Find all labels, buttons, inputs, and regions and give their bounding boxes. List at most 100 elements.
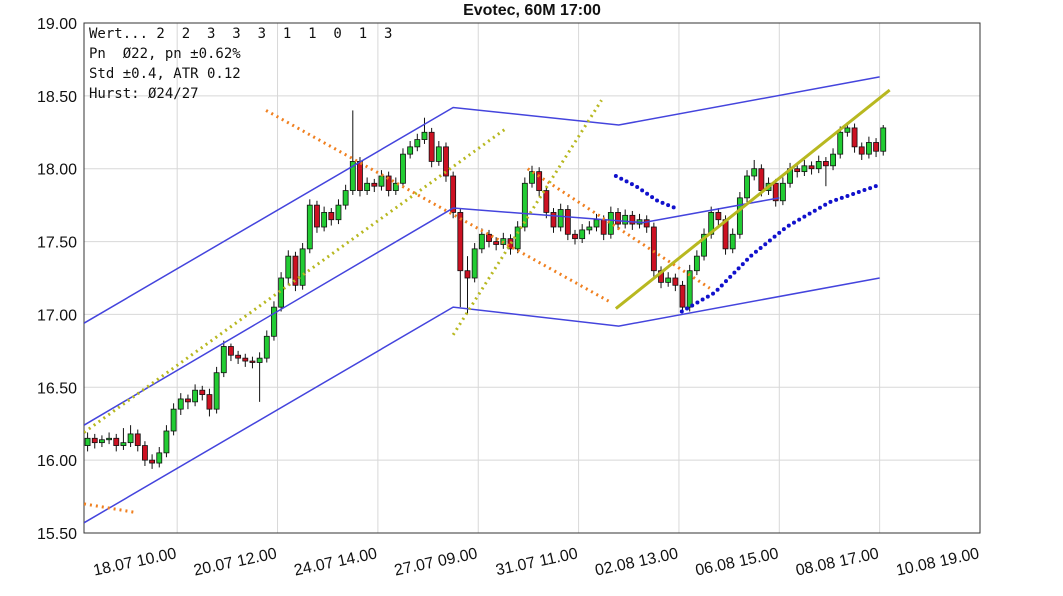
candle-body: [328, 212, 335, 221]
candle-body: [192, 389, 199, 403]
candle-body: [220, 346, 227, 374]
candle-body: [450, 175, 457, 213]
overlay-line: [679, 182, 882, 314]
overlay-line: [614, 88, 891, 310]
candle-body: [701, 233, 707, 257]
overlay-line: [526, 167, 711, 290]
candle-body: [679, 284, 686, 308]
y-tick-label: 15.50: [37, 526, 77, 543]
candle-body: [435, 146, 442, 162]
candle-body: [249, 360, 256, 363]
candle-body: [865, 142, 872, 155]
chart-title: Evotec, 60M 17:00: [463, 2, 601, 19]
info-line: Hurst: Ø24/27: [89, 86, 199, 102]
candle-body: [99, 439, 105, 444]
candle-body: [278, 277, 285, 308]
candle-body: [185, 398, 191, 403]
candle-body: [142, 445, 148, 461]
candle-body: [801, 165, 808, 173]
candle-body: [564, 209, 571, 235]
candle-body: [199, 389, 206, 395]
info-line: Wert... 2 2 3 3 3 1 1 0 1 3: [89, 26, 392, 42]
candle-body: [342, 190, 349, 206]
candle-body: [378, 175, 385, 187]
candle-body: [213, 372, 220, 410]
candle-body: [364, 182, 371, 191]
candle-body: [880, 127, 887, 152]
candle-body: [493, 241, 500, 245]
candle-body: [84, 437, 91, 446]
candle-body: [134, 433, 141, 446]
candle-body: [665, 277, 672, 283]
candle-body: [228, 346, 234, 356]
candle-body: [779, 182, 786, 202]
candle-body: [808, 165, 815, 170]
plot: [84, 76, 891, 524]
candle-body: [729, 233, 736, 250]
candle-body: [163, 430, 170, 454]
candle-body: [529, 171, 535, 184]
candle-body: [629, 214, 636, 225]
candle-body: [471, 248, 478, 279]
candle-body: [242, 357, 249, 362]
candle-body: [306, 204, 313, 250]
candle-body: [772, 182, 779, 202]
candle-body: [751, 168, 758, 177]
candle-body: [643, 219, 650, 228]
candle-body: [170, 408, 177, 432]
candle-body: [650, 226, 657, 272]
candle-body: [615, 212, 621, 225]
candle-body: [478, 233, 485, 250]
candle-body: [521, 182, 528, 228]
candle-body: [127, 433, 134, 444]
candle-body: [815, 161, 822, 170]
plot-frame: [83, 22, 981, 534]
candle-body: [235, 354, 242, 359]
candle-body: [572, 233, 578, 240]
overlay-line: [451, 99, 603, 336]
candle-body: [837, 131, 844, 155]
candle-body: [693, 255, 700, 272]
candle-body: [744, 175, 750, 199]
candle-body: [371, 182, 378, 187]
candle-body: [550, 212, 557, 228]
candle-body: [385, 175, 392, 191]
candle-body: [263, 335, 270, 359]
candle-body: [149, 459, 156, 464]
candle-body: [414, 139, 421, 148]
candle-body: [392, 182, 399, 191]
candle-body: [256, 357, 263, 363]
candle-body: [156, 452, 163, 464]
overlay-line: [84, 277, 880, 524]
candle-body: [593, 219, 600, 228]
candle-body: [607, 212, 614, 235]
candle-body: [335, 204, 342, 221]
overlay-line: [84, 197, 780, 426]
candle-body: [858, 146, 865, 155]
candle-body: [443, 146, 449, 177]
candle-body: [579, 229, 586, 240]
y-tick-label: 17.00: [37, 307, 77, 324]
candle-body: [91, 437, 98, 444]
y-tick-label: 18.50: [37, 89, 77, 106]
candle-body: [486, 233, 492, 242]
candle-body: [464, 270, 471, 279]
candle-body: [543, 190, 550, 213]
y-tick-label: 16.00: [37, 453, 77, 470]
candle-body: [428, 131, 435, 162]
candle-body: [672, 277, 679, 286]
candle-body: [622, 214, 629, 225]
y-tick-label: 18.00: [37, 162, 77, 179]
candle-body: [758, 168, 765, 191]
info-line: Pn Ø22, pn ±0.62%: [89, 46, 241, 62]
candle-body: [536, 171, 543, 191]
y-tick-label: 16.50: [37, 380, 77, 397]
candle-body: [851, 127, 858, 148]
overlay-line: [84, 76, 880, 324]
candle-body: [106, 437, 112, 441]
candle-body: [736, 197, 743, 235]
candle-body: [794, 168, 801, 173]
candle-body: [457, 212, 464, 272]
candle-body: [600, 219, 607, 235]
candle-body: [357, 161, 363, 191]
